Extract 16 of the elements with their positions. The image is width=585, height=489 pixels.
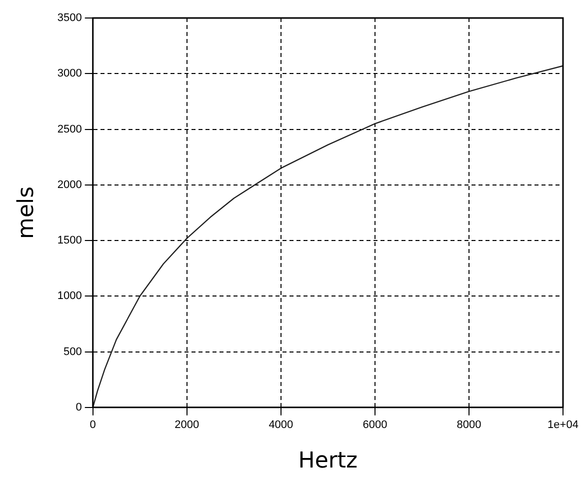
x-tick-label: 8000: [456, 419, 482, 432]
x-tick-label: 4000: [268, 419, 294, 432]
y-tick-label: 2000: [57, 178, 82, 191]
y-tick-label: 3000: [57, 68, 82, 80]
x-tick-label: 1e+04: [548, 419, 578, 432]
y-tick-label: 1500: [57, 234, 82, 247]
x-tick-label: 6000: [362, 419, 388, 432]
y-tick-label: 3500: [57, 12, 82, 24]
x-axis-title: Hertz: [298, 448, 358, 474]
x-tick-label: 2000: [174, 419, 200, 432]
y-tick-label: 2500: [57, 123, 82, 136]
y-tick-label: 1000: [57, 290, 82, 302]
x-tick-label: 0: [90, 419, 96, 432]
y-tick-label: 0: [76, 401, 82, 414]
y-tick-label: 500: [64, 346, 82, 358]
y-axis-title: mels: [14, 186, 39, 239]
